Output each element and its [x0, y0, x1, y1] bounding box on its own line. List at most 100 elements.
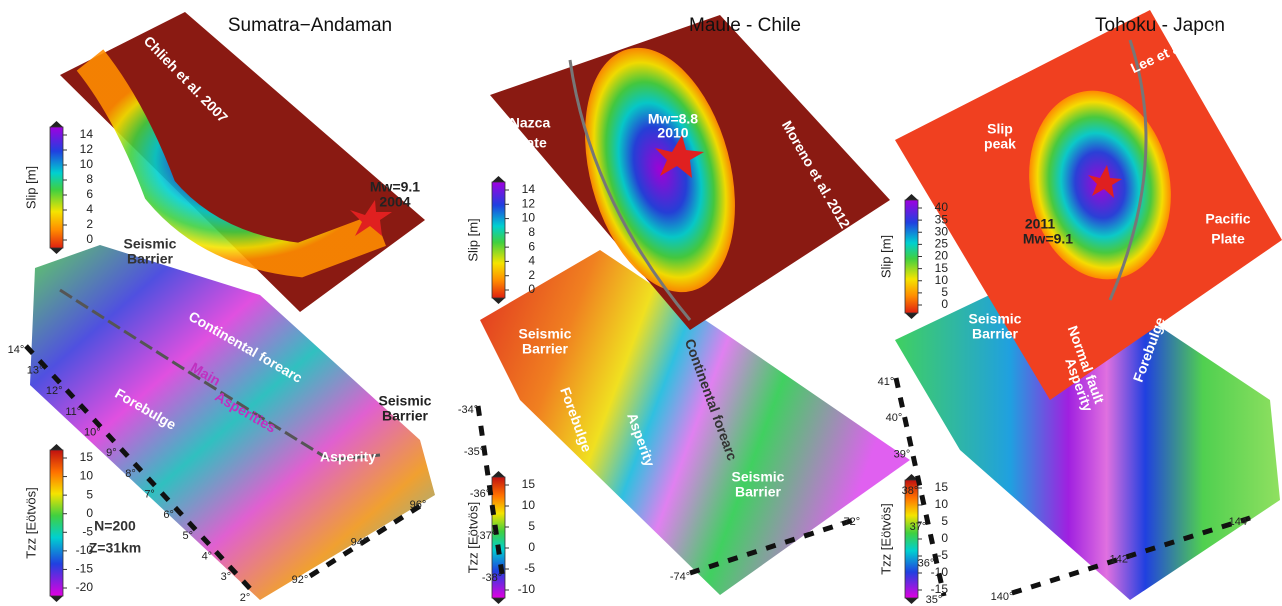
colorbar-tick-label: -5 [937, 548, 948, 562]
latitude-label: 10° [84, 427, 101, 439]
latitude-label: 7° [144, 489, 155, 501]
annotation: Seismic [124, 236, 177, 252]
annotation: Barrier [735, 484, 781, 500]
colorbar-cap [50, 444, 63, 450]
colorbar-tick-label: 12 [80, 142, 94, 156]
panel-title: Sumatra−Andaman [228, 15, 392, 36]
colorbar-label: Tzz [Eötvös] [23, 487, 38, 559]
colorbar-tick-label: -10 [518, 582, 536, 596]
annotation: peak [984, 136, 1016, 152]
latitude-label: 4° [202, 551, 213, 563]
colorbar-tick-label: 0 [941, 297, 948, 311]
colorbar-tick-label: 10 [522, 498, 536, 512]
colorbar [492, 182, 505, 298]
colorbar-cap [492, 176, 505, 182]
figure: Sumatra−Andaman14121086420Slip [m]151050… [0, 0, 1282, 606]
colorbar-cap [905, 194, 918, 200]
annotation: Seismic [732, 469, 785, 485]
latitude-label: 36° [918, 558, 935, 570]
colorbar-tick-label: 14 [522, 182, 536, 196]
colorbar [50, 127, 63, 248]
latitude-label: 41° [878, 376, 895, 388]
colorbar-tick-label: 6 [528, 239, 535, 253]
annotation: Seismic [379, 393, 432, 409]
colorbar-tick-label: 0 [528, 282, 535, 296]
colorbar-tick-label: 0 [86, 506, 93, 520]
latitude-label: -36° [470, 488, 490, 500]
colorbar [905, 200, 918, 313]
colorbar-tick-label: 10 [80, 469, 94, 483]
colorbar-label: Slip [m] [465, 218, 480, 261]
colorbar-tick-label: 6 [86, 187, 93, 201]
colorbar-cap [492, 298, 505, 304]
colorbar-cap [905, 313, 918, 319]
colorbar-cap [492, 471, 505, 477]
latitude-label: 35° [926, 594, 943, 606]
colorbar-tick-label: 15 [522, 477, 536, 491]
longitude-label: -74° [670, 571, 690, 583]
latitude-label: 6° [163, 509, 174, 521]
colorbar-tick-label: 0 [528, 540, 535, 554]
colorbar-cap [50, 121, 63, 127]
latitude-label: -38° [482, 572, 502, 584]
colorbar-tick-label: 10 [80, 157, 94, 171]
latitude-label: 2° [240, 592, 251, 604]
colorbar-tick-label: 5 [528, 519, 535, 533]
colorbar-label: Tzz [Eötvös] [878, 503, 893, 575]
colorbar-cap [50, 248, 63, 254]
colorbar-tick-label: 14 [80, 127, 94, 141]
colorbar-tick-label: 12 [522, 196, 536, 210]
colorbar-tick-label: 5 [86, 487, 93, 501]
colorbar-tick-label: 8 [528, 225, 535, 239]
annotation: Slip [987, 121, 1013, 137]
longitude-label: 142° [1110, 553, 1133, 565]
latitude-label: 9° [106, 447, 117, 459]
latitude-label: 3° [221, 571, 232, 583]
colorbar-cap [905, 598, 918, 604]
colorbar-cap [50, 596, 63, 602]
annotation: Plate [395, 286, 429, 302]
colorbar-tick-label: 2 [528, 268, 535, 282]
annotation: Barrier [972, 326, 1018, 342]
colorbar-label: Slip [m] [23, 166, 38, 209]
longitude-label: 144° [1229, 516, 1252, 528]
colorbar [50, 450, 63, 596]
colorbar-tick-label: 4 [86, 202, 93, 216]
colorbar-tick-label: 15 [80, 450, 94, 464]
annotation: Mw=9.1 [1023, 231, 1073, 247]
colorbar-tick-label: 0 [86, 232, 93, 246]
longitude-label: 92° [292, 574, 309, 586]
latitude-label: 40° [886, 412, 903, 424]
colorbar-tick-label: 4 [528, 254, 535, 268]
colorbar [905, 480, 918, 598]
latitude-label: 38° [902, 485, 919, 497]
annotation: 2011 [1025, 216, 1056, 232]
annotation: Plate [1211, 231, 1245, 247]
annotation: 2004 [379, 194, 410, 210]
panel-title: Maule - Chile [689, 15, 801, 36]
colorbar-cap [492, 598, 505, 604]
annotation: 2010 [657, 125, 688, 141]
annotation: Asperity [320, 449, 376, 465]
annotation: Indian [389, 266, 430, 282]
latitude-label: -34° [458, 404, 478, 416]
colorbar-tick-label: 2 [86, 217, 93, 231]
latitude-label: 11° [65, 406, 81, 418]
longitude-label: -72° [840, 516, 860, 528]
colorbar-label: Slip [m] [878, 235, 893, 278]
colorbar-tick-label: 5 [941, 514, 948, 528]
latitude-label: 5° [182, 530, 193, 542]
latitude-label: 14° [8, 344, 25, 356]
longitude-label: 96° [410, 499, 427, 511]
annotation: N=200 [94, 518, 136, 534]
colorbar-tick-label: 15 [935, 480, 949, 494]
latitude-label: 39° [894, 449, 911, 461]
latitude-label: -35° [464, 446, 484, 458]
latitude-label: 8° [125, 468, 136, 480]
latitude-label: 37° [910, 521, 927, 533]
longitude-label: 94° [351, 536, 368, 548]
annotation: Mw=9.1 [370, 179, 420, 195]
annotation: Barrier [127, 251, 173, 267]
latitude-label: 13° [27, 365, 44, 377]
annotation: Seismic [519, 326, 572, 342]
